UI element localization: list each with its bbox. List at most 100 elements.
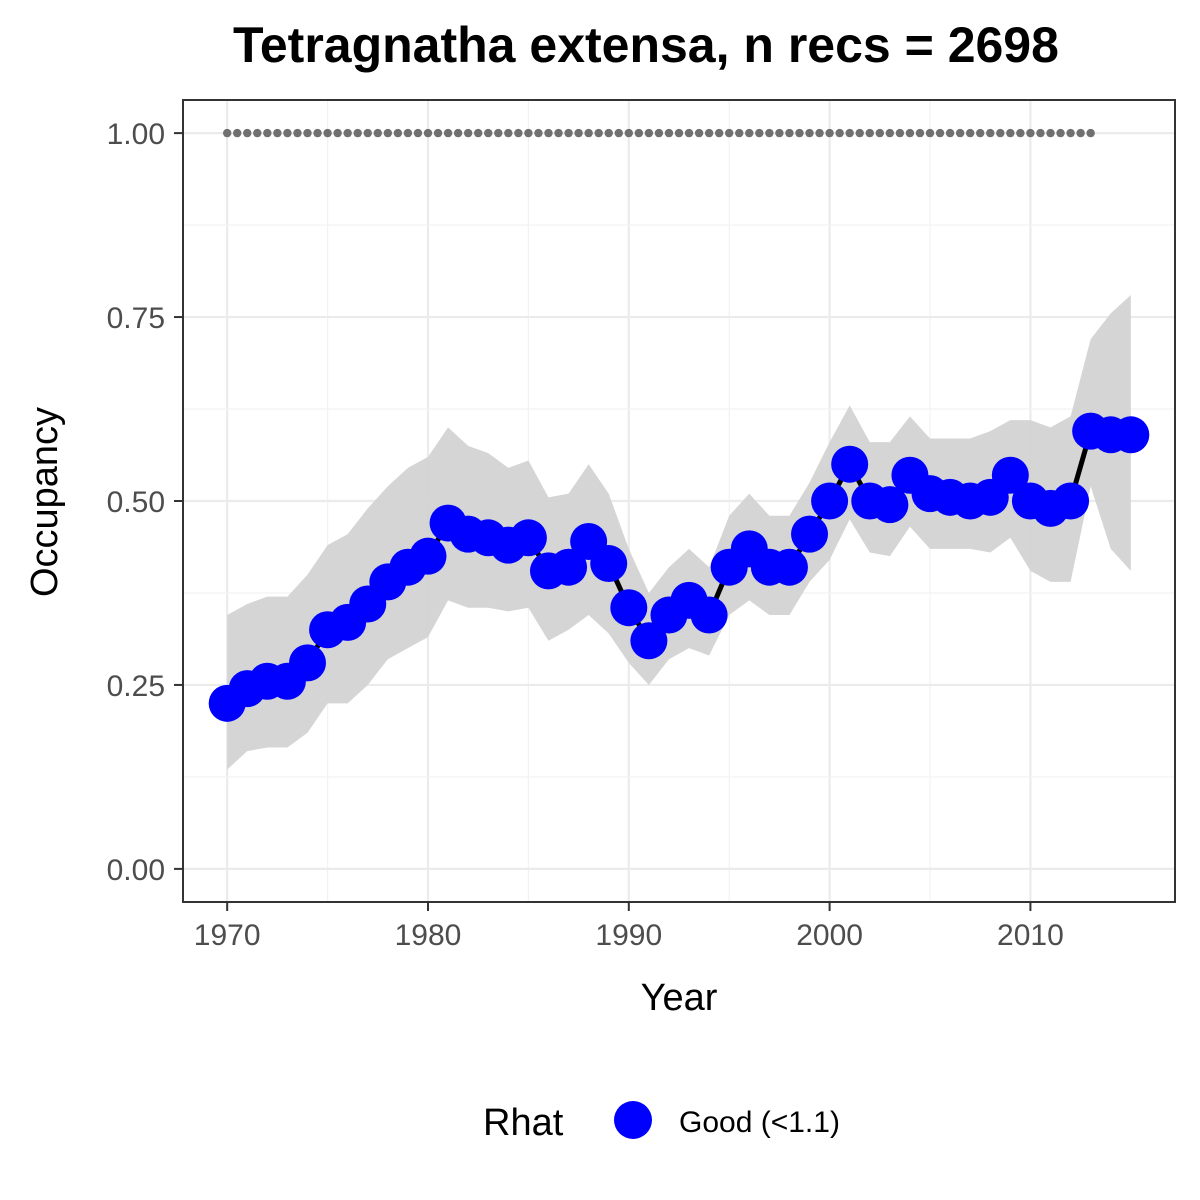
reference-dot — [996, 128, 1005, 138]
y-tick-label: 0.00 — [107, 854, 165, 887]
chart-title: Tetragnatha extensa, n recs = 2698 — [233, 17, 1059, 73]
reference-dot — [403, 128, 413, 138]
reference-dot — [393, 128, 403, 138]
y-tick-label: 0.50 — [107, 486, 165, 519]
reference-dot — [373, 128, 382, 138]
legend-title: Rhat — [483, 1102, 564, 1144]
reference-dot — [644, 128, 654, 138]
reference-dot — [303, 128, 312, 138]
reference-dot — [574, 128, 583, 138]
reference-dot — [604, 128, 613, 138]
reference-dot — [534, 128, 543, 138]
reference-dot — [594, 128, 603, 138]
reference-dot — [383, 128, 393, 138]
reference-dot — [443, 128, 453, 138]
reference-dot — [965, 128, 975, 138]
data-point-1999 — [791, 515, 829, 553]
reference-dot — [263, 128, 272, 138]
data-point-1991 — [630, 622, 668, 660]
x-tick-label: 1970 — [194, 919, 261, 952]
reference-dot — [584, 128, 593, 138]
gridlines — [183, 100, 1175, 902]
reference-dot — [554, 128, 563, 138]
reference-dot — [765, 128, 774, 138]
x-axis-title: Year — [641, 977, 718, 1019]
reference-dot — [624, 128, 633, 138]
legend-key-good — [614, 1101, 652, 1139]
data-point-1990 — [610, 589, 648, 627]
reference-dot — [473, 128, 483, 138]
reference-dot — [544, 128, 553, 138]
reference-dot — [253, 128, 262, 138]
reference-dot — [1006, 128, 1015, 138]
reference-dot — [664, 128, 674, 138]
data-point-1989 — [590, 545, 628, 583]
reference-dot — [283, 128, 292, 138]
data-point-2009 — [991, 456, 1029, 494]
reference-dot — [845, 128, 854, 138]
data-point-2003 — [871, 486, 909, 524]
reference-dot — [714, 128, 724, 138]
x-tick-label: 1990 — [595, 919, 662, 952]
reference-dot — [1086, 128, 1095, 138]
reference-dot — [735, 128, 744, 138]
reference-dot — [524, 128, 533, 138]
reference-dot — [835, 128, 844, 138]
x-axis-ticks: 1970 1980 1990 2000 2010 — [194, 902, 1064, 952]
reference-dot — [775, 128, 784, 138]
reference-dot — [865, 128, 874, 138]
reference-dot — [674, 128, 684, 138]
data-point-1998 — [770, 548, 808, 586]
y-tick-label: 0.25 — [107, 670, 165, 703]
reference-dot — [945, 128, 955, 138]
data-point-2001 — [831, 445, 869, 483]
reference-dot — [463, 128, 473, 138]
reference-dot — [725, 128, 734, 138]
reference-dot — [694, 128, 704, 138]
reference-dot — [805, 128, 814, 138]
data-point-2000 — [811, 482, 849, 520]
reference-dot — [1056, 128, 1065, 138]
data-point-2012 — [1052, 482, 1090, 520]
reference-dot — [413, 128, 423, 138]
reference-dot — [654, 128, 664, 138]
reference-dot — [514, 128, 523, 138]
x-tick-label: 2010 — [997, 919, 1064, 952]
reference-dot — [905, 128, 915, 138]
y-tick-label: 1.00 — [107, 118, 165, 151]
reference-dot — [343, 128, 352, 138]
reference-dot — [233, 128, 242, 138]
reference-dot — [564, 128, 573, 138]
reference-dot — [684, 128, 694, 138]
reference-dot — [785, 128, 794, 138]
reference-dot — [423, 128, 433, 138]
reference-dot — [745, 128, 754, 138]
reference-dot — [273, 128, 282, 138]
data-point-1974 — [289, 644, 327, 682]
y-axis-ticks: 0.00 0.25 0.50 0.75 1.00 — [107, 118, 183, 887]
x-tick-label: 1980 — [395, 919, 462, 952]
reference-dot — [1026, 128, 1035, 138]
data-point-1987 — [550, 548, 588, 586]
reference-dot — [504, 128, 513, 138]
reference-dot — [484, 128, 493, 138]
reference-dot — [895, 128, 905, 138]
reference-dot — [795, 128, 804, 138]
reference-dot — [363, 128, 372, 138]
reference-dot — [825, 128, 834, 138]
reference-line — [222, 128, 1095, 138]
reference-dot — [986, 128, 995, 138]
reference-dot — [634, 128, 644, 138]
ribbon-area — [227, 294, 1131, 770]
reference-dot — [293, 128, 302, 138]
y-axis-title: Occupancy — [24, 407, 66, 597]
y-tick-label: 0.75 — [107, 302, 165, 335]
reference-dot — [313, 128, 322, 138]
data-point-2015 — [1112, 416, 1150, 454]
legend: Rhat Good (<1.1) — [483, 1101, 840, 1144]
reference-dot — [243, 128, 252, 138]
reference-dot — [915, 128, 925, 138]
reference-dot — [1046, 128, 1055, 138]
reference-dot — [875, 128, 885, 138]
